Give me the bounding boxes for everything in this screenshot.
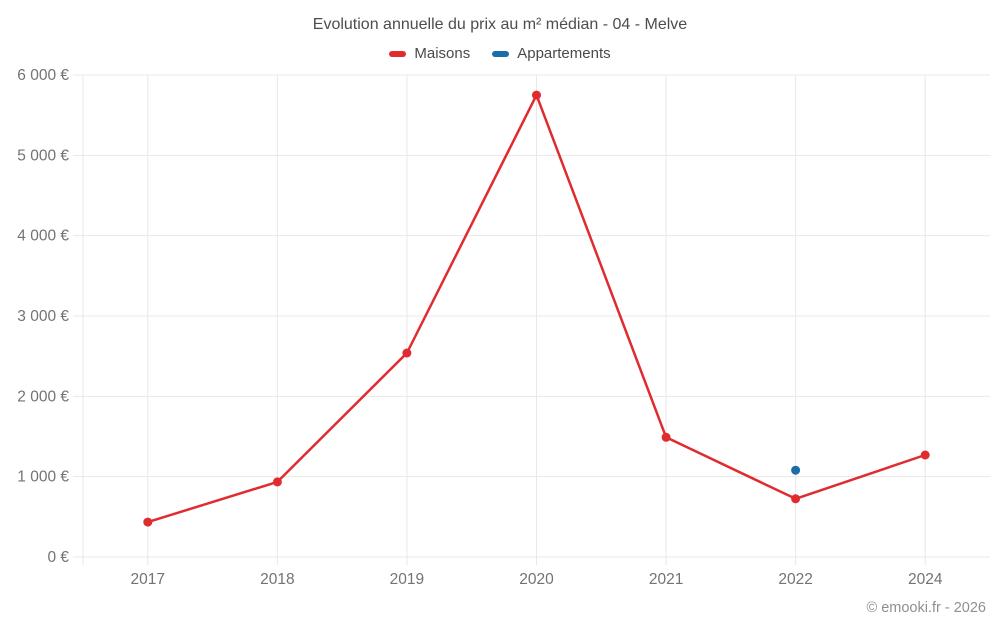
y-axis-tick-label: 2 000 €: [17, 388, 69, 405]
data-point-maisons-2024: [920, 450, 930, 460]
legend-label-maisons: Maisons: [414, 45, 471, 62]
data-point-maisons-2022: [791, 494, 801, 504]
y-axis-tick-label: 3 000 €: [17, 308, 69, 325]
data-point-appartements-2022: [791, 465, 801, 475]
x-axis-tick-label: 2020: [519, 571, 554, 588]
y-axis-tick-label: 6 000 €: [17, 67, 69, 84]
data-point-maisons-2017: [143, 517, 153, 527]
y-axis-tick-label: 0 €: [47, 549, 69, 566]
copyright-credit: © emooki.fr - 2026: [866, 600, 986, 616]
x-axis-tick-label: 2021: [649, 571, 683, 588]
x-axis-tick-label: 2018: [260, 571, 294, 588]
y-axis-tick-label: 4 000 €: [17, 228, 69, 245]
y-axis-tick-label: 1 000 €: [17, 469, 69, 486]
legend: Maisons Appartements: [0, 44, 1000, 64]
data-point-maisons-2019: [402, 348, 412, 358]
x-axis-tick-label: 2017: [131, 571, 165, 588]
data-point-maisons-2021: [661, 432, 671, 442]
y-axis-tick-label: 5 000 €: [17, 147, 69, 164]
x-axis-tick-label: 2022: [778, 571, 812, 588]
data-point-maisons-2020: [532, 90, 541, 100]
legend-swatch-maisons-icon: [389, 51, 407, 57]
legend-item-maisons[interactable]: Maisons: [389, 44, 470, 64]
chart-title: Evolution annuelle du prix au m² médian …: [312, 16, 688, 33]
x-axis-tick-label: 2019: [390, 571, 424, 588]
x-axis-tick-label: 2024: [908, 571, 943, 588]
legend-label-appartements: Appartements: [517, 45, 611, 62]
legend-swatch-appartements-icon: [492, 51, 510, 57]
legend-item-appartements[interactable]: Appartements: [492, 44, 611, 64]
data-point-maisons-2018: [272, 477, 282, 487]
